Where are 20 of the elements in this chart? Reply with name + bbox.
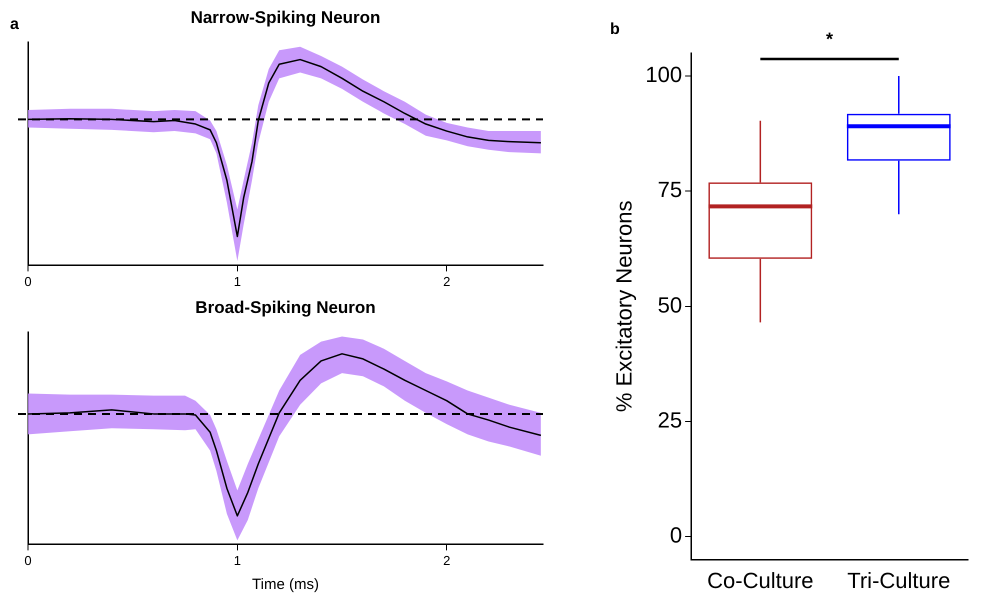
x-tick-label: 2 — [443, 552, 450, 568]
text: b — [610, 21, 620, 39]
x-tick-label: Tri-Culture — [847, 568, 950, 593]
chart-title: Broad-Spiking Neuron — [195, 298, 376, 317]
y-tick-label: 0 — [670, 522, 682, 548]
y-tick-label: 25 — [658, 408, 682, 432]
y-tick-label: 50 — [658, 292, 682, 318]
y-tick-label: 75 — [658, 177, 682, 202]
y-tick-label: 100 — [645, 62, 682, 88]
x-tick-label: Co-Culture — [707, 568, 814, 593]
x-axis-title: Time (ms) — [252, 576, 319, 594]
x-tick-label: 1 — [234, 274, 241, 289]
chart-title: Narrow-Spiking Neuron — [190, 8, 380, 27]
text: a — [10, 16, 19, 34]
x-tick-label: 0 — [24, 274, 32, 289]
y-axis-title: % Excitatory Neurons — [611, 200, 636, 412]
text: * — [826, 28, 834, 49]
x-tick-label: 2 — [443, 274, 450, 289]
x-tick-label: 1 — [234, 552, 241, 568]
x-tick-label: 0 — [24, 552, 32, 568]
